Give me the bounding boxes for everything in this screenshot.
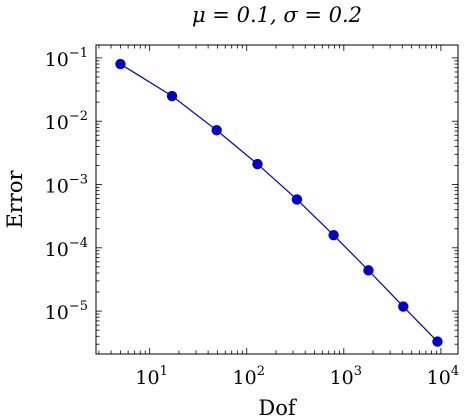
y-tick-label: 10−2 [45, 109, 88, 134]
x-axis-label: Dof [258, 396, 297, 420]
series-line [120, 63, 438, 342]
data-point [328, 230, 339, 241]
y-axis-label: Error [3, 169, 27, 228]
x-tick-label: 104 [427, 364, 459, 389]
data-point [115, 58, 126, 70]
plot-frame [95, 44, 459, 355]
series-layer [115, 58, 443, 347]
chart-title: μ = 0.1, σ = 0.2 [192, 3, 362, 27]
y-tick-label: 10−1 [45, 46, 88, 71]
data-point [291, 194, 303, 205]
data-point [398, 301, 409, 312]
y-tick-label: 10−5 [45, 299, 88, 324]
y-tick-label: 10−3 [45, 173, 88, 198]
data-point [432, 336, 443, 347]
data-point [363, 265, 374, 276]
data-point [211, 125, 222, 136]
x-tick-label: 101 [135, 364, 167, 389]
data-point [166, 90, 178, 102]
x-tick-label: 102 [233, 364, 265, 389]
data-point [252, 158, 263, 170]
x-tick-label: 103 [330, 364, 362, 389]
ticks-layer [96, 45, 458, 354]
labels-layer: 101 102 103 104 10−1 10−2 10−3 10−4 10−5 [45, 46, 459, 389]
y-tick-label: 10−4 [45, 236, 88, 261]
